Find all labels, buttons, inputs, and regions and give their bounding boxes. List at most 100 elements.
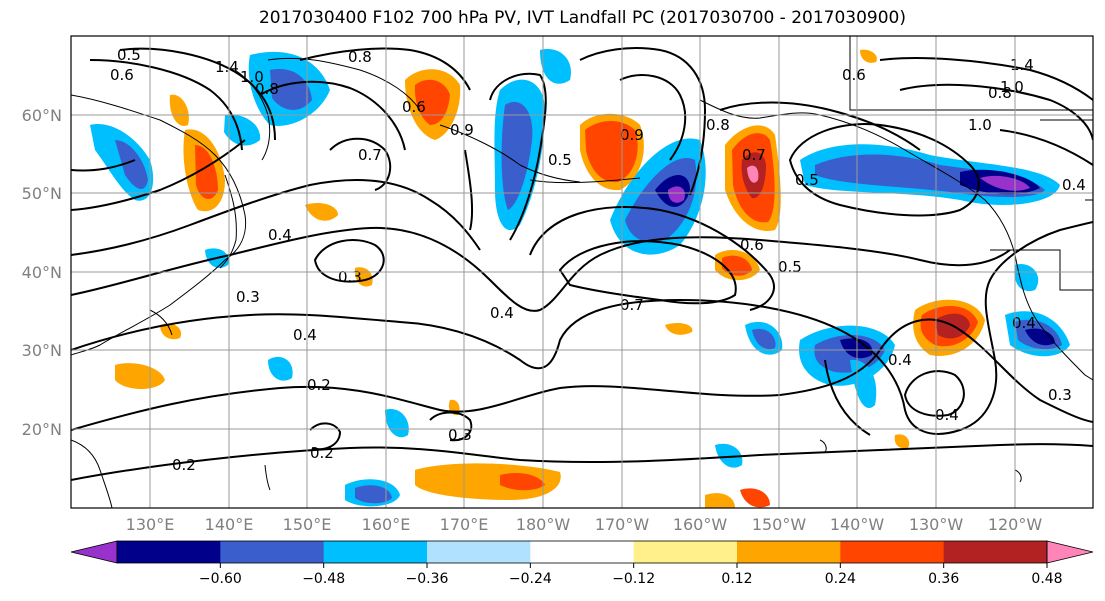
contour-label: 0.6 bbox=[842, 66, 866, 84]
map-frame bbox=[70, 35, 1094, 509]
map-title: 2017030400 F102 700 hPa PV, IVT Landfall… bbox=[258, 8, 906, 28]
lon-label: 130°W bbox=[909, 515, 964, 534]
contour-label: 0.8 bbox=[706, 116, 730, 134]
colorbar-tick-label: −0.24 bbox=[509, 571, 552, 587]
contour-label: 0.5 bbox=[117, 46, 141, 64]
contour-label: 1.0 bbox=[240, 68, 264, 86]
lon-label: 180°W bbox=[516, 515, 571, 534]
positive-anomaly-region bbox=[415, 463, 561, 500]
positive-anomaly-region bbox=[747, 165, 759, 183]
contour-label: 0.3 bbox=[448, 426, 472, 444]
negative-anomaly-region bbox=[355, 485, 392, 504]
contour-label: 1.4 bbox=[1010, 56, 1034, 74]
colorbar-segment bbox=[840, 541, 945, 563]
positive-anomaly-region bbox=[585, 121, 638, 183]
colorbar-ticks: −0.60 −0.48 −0.36 −0.24 −0.12 0.12 0.24 0.36 0.4… bbox=[199, 563, 1063, 587]
contour-label: 0.3 bbox=[1048, 386, 1072, 404]
contour-label: 0.3 bbox=[338, 268, 362, 286]
colorbar-tick-label: −0.12 bbox=[612, 571, 655, 587]
colorbar-tick-label: 0.24 bbox=[825, 571, 856, 587]
contour-label: 0.2 bbox=[172, 456, 196, 474]
negative-anomaly-region bbox=[980, 175, 1030, 191]
contour-label: 0.5 bbox=[778, 258, 802, 276]
latitude-labels: 60°N 50°N 40°N 30°N 20°N bbox=[22, 106, 62, 439]
contour-label: 0.4 bbox=[1012, 314, 1036, 332]
contour-label: 0.4 bbox=[490, 304, 514, 322]
colorbar-tick-label: −0.60 bbox=[199, 571, 242, 587]
lat-label-50n: 50°N bbox=[22, 184, 62, 203]
colorbar-segment bbox=[220, 541, 325, 563]
contour-label: 1.0 bbox=[1000, 78, 1024, 96]
colorbar-segment bbox=[737, 541, 841, 563]
contour-label: 0.6 bbox=[402, 98, 426, 116]
positive-anomaly-region bbox=[894, 434, 910, 449]
contour-label: 0.9 bbox=[620, 126, 644, 144]
negative-anomaly-region bbox=[752, 328, 776, 350]
colorbar-segment bbox=[530, 541, 635, 563]
contour-label: 0.7 bbox=[620, 296, 644, 314]
negative-anomaly-region bbox=[268, 356, 293, 381]
negative-anomaly-region bbox=[840, 338, 873, 359]
lon-label: 150°W bbox=[752, 515, 807, 534]
negative-anomaly-region bbox=[1025, 328, 1055, 346]
positive-anomaly-region bbox=[414, 79, 450, 125]
positive-anomaly-region bbox=[305, 203, 338, 221]
contour-label: 0.2 bbox=[307, 376, 331, 394]
map-layers: 0.5 0.6 1.4 1.0 0.8 0.8 0.6 0.9 0.7 0.5 … bbox=[71, 36, 1093, 508]
negative-anomaly-region bbox=[715, 443, 743, 468]
contour-label: 0.4 bbox=[268, 226, 292, 244]
lon-label: 140°E bbox=[205, 515, 254, 534]
lon-label: 170°W bbox=[595, 515, 650, 534]
lon-label: 140°W bbox=[830, 515, 885, 534]
negative-anomaly-region bbox=[385, 409, 409, 438]
positive-anomaly-region bbox=[860, 49, 877, 63]
lon-label: 130°E bbox=[126, 515, 175, 534]
contour-label: 1.4 bbox=[215, 58, 239, 76]
lon-label: 120°W bbox=[988, 515, 1043, 534]
contour-label: 0.8 bbox=[348, 48, 372, 66]
contour-label: 0.2 bbox=[310, 444, 334, 462]
negative-anomaly-region bbox=[501, 101, 533, 210]
colorbar-tick-label: −0.36 bbox=[406, 571, 449, 587]
contour-label: 0.3 bbox=[236, 288, 260, 306]
contour-label: 0.4 bbox=[1062, 176, 1086, 194]
lon-label: 160°E bbox=[362, 515, 411, 534]
colorbar-tick-label: 0.36 bbox=[928, 571, 959, 587]
coastlines bbox=[71, 36, 1093, 508]
colorbar-extend-min bbox=[70, 540, 118, 564]
contour-label: 0.4 bbox=[935, 406, 959, 424]
lat-label-40n: 40°N bbox=[22, 263, 62, 282]
positive-anomaly-region bbox=[665, 322, 693, 335]
positive-anomaly-region bbox=[195, 145, 218, 200]
shading-layer bbox=[90, 49, 1070, 508]
positive-anomaly-region bbox=[500, 473, 545, 491]
contour-label: 0.6 bbox=[110, 66, 134, 84]
contour-label: 0.8 bbox=[255, 80, 279, 98]
contour-label: 0.9 bbox=[450, 121, 474, 139]
colorbar-outline bbox=[116, 540, 1048, 564]
lat-label-20n: 20°N bbox=[22, 420, 62, 439]
negative-anomaly-region bbox=[270, 69, 312, 110]
colorbar-segment bbox=[633, 541, 738, 563]
lon-label: 150°E bbox=[283, 515, 332, 534]
contour-label: 0.4 bbox=[293, 326, 317, 344]
colorbar-segment bbox=[943, 541, 1048, 563]
contour-label: 0.7 bbox=[742, 146, 766, 164]
contour-label: 0.7 bbox=[358, 146, 382, 164]
lon-label: 170°E bbox=[440, 515, 489, 534]
colorbar-segment bbox=[427, 541, 531, 563]
lon-label: 160°W bbox=[673, 515, 728, 534]
lat-label-60n: 60°N bbox=[22, 106, 62, 125]
colorbar bbox=[70, 540, 1094, 564]
colorbar-extend-max bbox=[1046, 540, 1094, 564]
positive-anomaly-region bbox=[169, 94, 189, 126]
contour-label: 0.4 bbox=[888, 351, 912, 369]
negative-anomaly-region bbox=[224, 114, 261, 146]
negative-anomaly-region bbox=[1014, 264, 1039, 292]
contour-label: 0.8 bbox=[988, 84, 1012, 102]
colorbar-tick-label: −0.48 bbox=[302, 571, 345, 587]
contour-label: 0.5 bbox=[548, 151, 572, 169]
positive-anomaly-region bbox=[115, 363, 165, 389]
negative-anomaly-region bbox=[668, 186, 685, 203]
